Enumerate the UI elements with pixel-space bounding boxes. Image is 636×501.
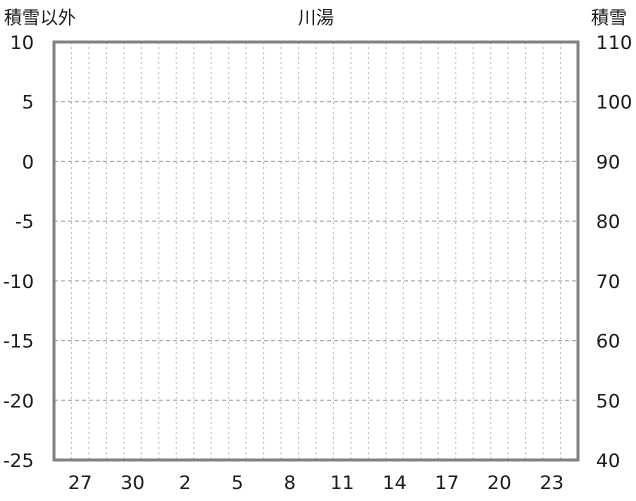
x-tick-label: 27 — [68, 472, 92, 494]
chart-title: 川湯 — [298, 8, 334, 29]
x-tick-label: 11 — [330, 472, 354, 494]
right-tick-label: 90 — [596, 151, 620, 173]
left-tick-label: -25 — [3, 450, 34, 472]
right-tick-label: 60 — [596, 331, 620, 353]
x-tick-label: 20 — [487, 472, 511, 494]
gridlines — [54, 42, 578, 460]
left-tick-label: 0 — [22, 151, 34, 173]
right-tick-label: 70 — [596, 271, 620, 293]
right-tick-label: 80 — [596, 211, 620, 233]
x-tick-label: 5 — [231, 472, 243, 494]
right-tick-label: 110 — [596, 32, 632, 54]
left-tick-label: 10 — [10, 32, 34, 54]
right-axis-label: 積雪 — [591, 8, 627, 29]
x-tick-label: 23 — [540, 472, 564, 494]
x-tick-label: 17 — [435, 472, 459, 494]
right-tick-label: 50 — [596, 390, 620, 412]
x-axis-ticks: 27 30 2 5 8 11 14 17 20 23 — [68, 472, 564, 494]
left-tick-label: -15 — [3, 331, 34, 353]
x-tick-label: 2 — [179, 472, 191, 494]
left-axis-label: 積雪以外 — [4, 8, 76, 29]
left-axis-ticks: 10 5 0 -5 -10 -15 -20 -25 — [3, 32, 34, 472]
right-tick-label: 100 — [596, 92, 632, 114]
x-tick-label: 30 — [121, 472, 145, 494]
left-tick-label: -20 — [3, 390, 34, 412]
right-tick-label: 40 — [596, 450, 620, 472]
left-tick-label: -10 — [3, 271, 34, 293]
right-axis-ticks: 110 100 90 80 70 60 50 40 — [596, 32, 632, 472]
plot-frame — [52, 40, 580, 462]
left-tick-label: -5 — [15, 211, 34, 233]
left-tick-label: 5 — [22, 92, 34, 114]
x-tick-label: 8 — [284, 472, 296, 494]
x-tick-label: 14 — [383, 472, 407, 494]
